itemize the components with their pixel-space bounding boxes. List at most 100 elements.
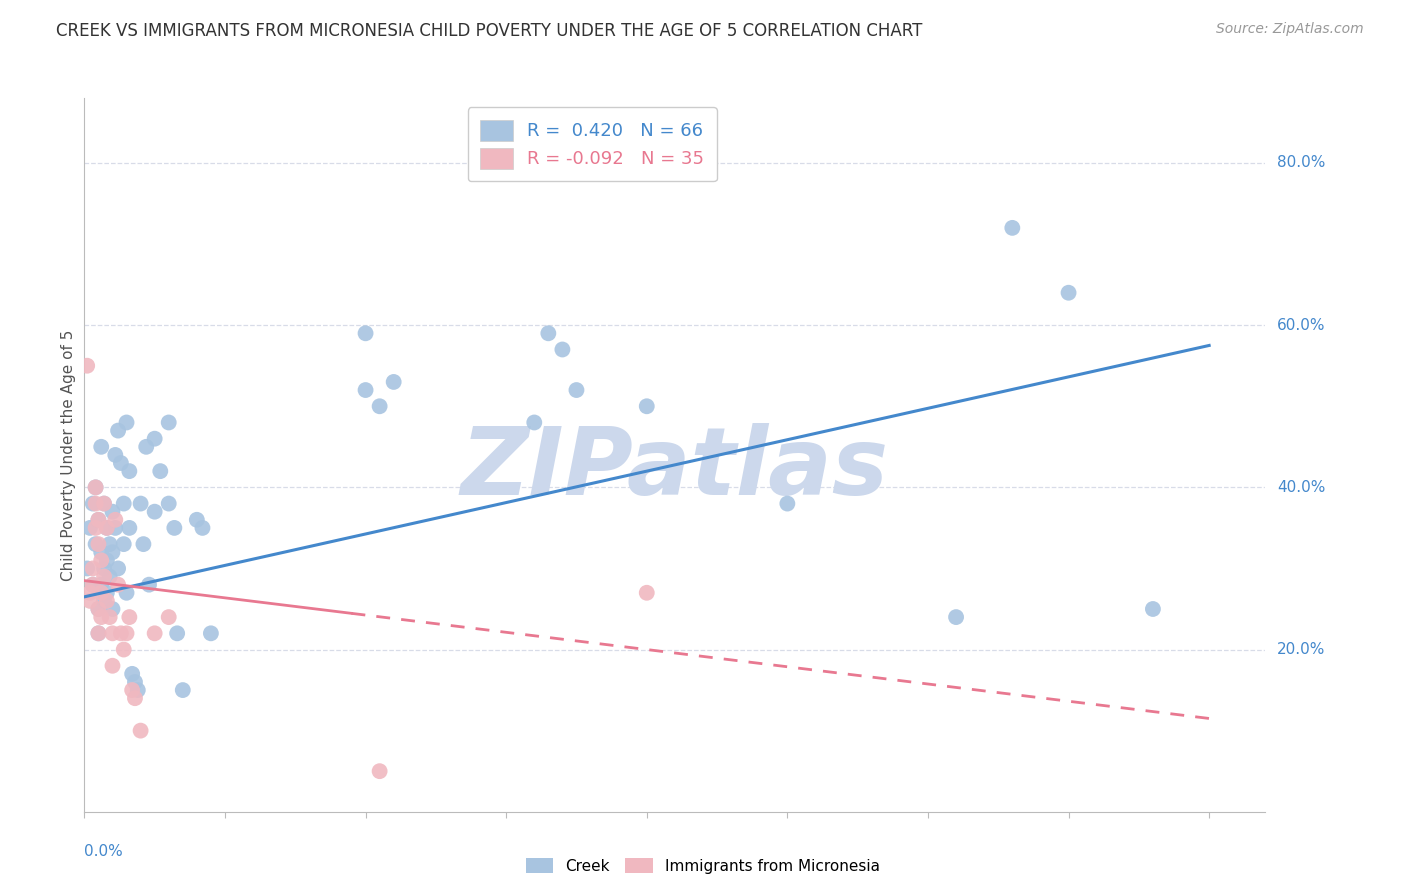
Point xyxy=(157,610,180,624)
Point xyxy=(523,416,546,430)
Point xyxy=(565,383,588,397)
Point xyxy=(110,456,132,470)
Point xyxy=(90,586,112,600)
Point xyxy=(96,553,118,567)
Point xyxy=(90,553,112,567)
Point xyxy=(149,464,172,478)
Point xyxy=(76,359,98,373)
Point xyxy=(107,577,129,591)
Point xyxy=(537,326,560,341)
Point xyxy=(166,626,188,640)
Point xyxy=(157,416,180,430)
Point xyxy=(129,497,152,511)
Point xyxy=(87,602,110,616)
Point xyxy=(87,513,110,527)
Point xyxy=(90,545,112,559)
Point xyxy=(93,497,115,511)
Point xyxy=(87,602,110,616)
Point xyxy=(87,537,110,551)
Point xyxy=(96,521,118,535)
Point xyxy=(82,497,104,511)
Legend: Creek, Immigrants from Micronesia: Creek, Immigrants from Micronesia xyxy=(520,852,886,880)
Point xyxy=(163,521,186,535)
Point xyxy=(186,513,208,527)
Point xyxy=(135,440,157,454)
Point xyxy=(90,577,112,591)
Point xyxy=(138,577,160,591)
Point xyxy=(143,432,166,446)
Text: ZIPatlas: ZIPatlas xyxy=(461,423,889,516)
Point xyxy=(112,642,135,657)
Point xyxy=(132,537,155,551)
Point xyxy=(84,521,107,535)
Point xyxy=(118,610,141,624)
Point xyxy=(96,586,118,600)
Point xyxy=(96,594,118,608)
Point xyxy=(121,683,143,698)
Point xyxy=(1001,220,1024,235)
Point xyxy=(118,464,141,478)
Point xyxy=(110,626,132,640)
Point xyxy=(82,577,104,591)
Text: 20.0%: 20.0% xyxy=(1277,642,1326,657)
Point xyxy=(98,610,121,624)
Point xyxy=(115,626,138,640)
Point xyxy=(90,610,112,624)
Point xyxy=(90,440,112,454)
Point xyxy=(96,521,118,535)
Point xyxy=(945,610,967,624)
Point xyxy=(368,399,391,413)
Point xyxy=(87,626,110,640)
Point xyxy=(93,594,115,608)
Text: CREEK VS IMMIGRANTS FROM MICRONESIA CHILD POVERTY UNDER THE AGE OF 5 CORRELATION: CREEK VS IMMIGRANTS FROM MICRONESIA CHIL… xyxy=(56,22,922,40)
Point xyxy=(112,537,135,551)
Point xyxy=(776,497,799,511)
Point xyxy=(354,383,377,397)
Text: 60.0%: 60.0% xyxy=(1277,318,1326,333)
Point xyxy=(368,764,391,779)
Point xyxy=(104,448,127,462)
Point xyxy=(79,586,101,600)
Point xyxy=(157,497,180,511)
Point xyxy=(98,537,121,551)
Point xyxy=(118,521,141,535)
Point xyxy=(1057,285,1080,300)
Legend: R =  0.420   N = 66, R = -0.092   N = 35: R = 0.420 N = 66, R = -0.092 N = 35 xyxy=(468,107,717,181)
Point xyxy=(84,537,107,551)
Point xyxy=(101,505,124,519)
Point xyxy=(101,658,124,673)
Point xyxy=(76,561,98,575)
Point xyxy=(87,626,110,640)
Text: 80.0%: 80.0% xyxy=(1277,155,1326,170)
Point xyxy=(93,497,115,511)
Text: Source: ZipAtlas.com: Source: ZipAtlas.com xyxy=(1216,22,1364,37)
Point xyxy=(93,569,115,583)
Point xyxy=(124,675,146,690)
Point xyxy=(84,480,107,494)
Point xyxy=(115,586,138,600)
Text: 40.0%: 40.0% xyxy=(1277,480,1326,495)
Y-axis label: Child Poverty Under the Age of 5: Child Poverty Under the Age of 5 xyxy=(60,329,76,581)
Point xyxy=(93,561,115,575)
Point xyxy=(382,375,405,389)
Point xyxy=(82,561,104,575)
Point xyxy=(143,626,166,640)
Point xyxy=(101,626,124,640)
Point xyxy=(79,594,101,608)
Point xyxy=(354,326,377,341)
Point xyxy=(101,545,124,559)
Point xyxy=(84,480,107,494)
Point xyxy=(127,683,149,698)
Text: 0.0%: 0.0% xyxy=(84,844,124,859)
Point xyxy=(172,683,194,698)
Point xyxy=(200,626,222,640)
Point xyxy=(636,399,658,413)
Point xyxy=(79,521,101,535)
Point xyxy=(104,513,127,527)
Point xyxy=(124,691,146,706)
Point xyxy=(191,521,214,535)
Point xyxy=(87,513,110,527)
Point xyxy=(104,521,127,535)
Point xyxy=(84,497,107,511)
Point xyxy=(101,602,124,616)
